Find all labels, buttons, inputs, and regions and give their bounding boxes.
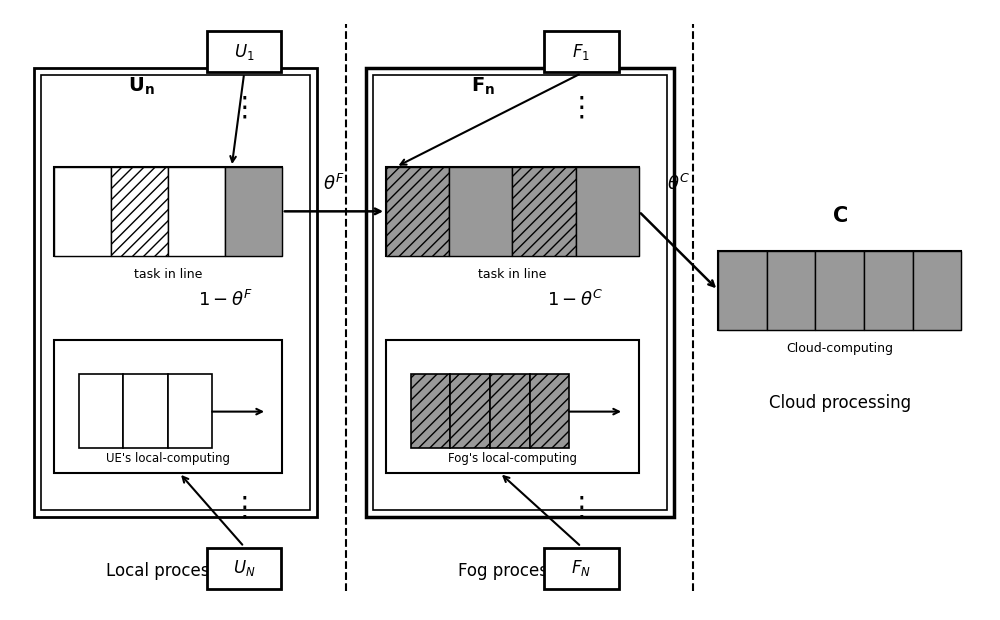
Bar — [512, 167, 576, 255]
Text: Fog processing: Fog processing — [458, 562, 582, 580]
Text: $\mathbf{C}$: $\mathbf{C}$ — [832, 206, 848, 226]
Bar — [544, 547, 619, 589]
Text: Local processing: Local processing — [106, 562, 244, 580]
Bar — [123, 374, 168, 448]
Text: Cloud processing: Cloud processing — [769, 394, 911, 412]
Text: $\mathbf{F_n}$: $\mathbf{F_n}$ — [471, 76, 495, 97]
Bar — [386, 167, 449, 255]
Text: task in line: task in line — [134, 268, 202, 281]
Bar — [79, 374, 123, 448]
Bar — [815, 251, 864, 330]
Bar — [207, 547, 281, 589]
Text: Fog's local-computing: Fog's local-computing — [448, 452, 577, 465]
Text: $F_N$: $F_N$ — [571, 559, 591, 578]
Text: $\theta^F$: $\theta^F$ — [323, 174, 345, 193]
Text: $U_N$: $U_N$ — [233, 559, 255, 578]
Bar — [366, 68, 674, 517]
Text: ⋮: ⋮ — [567, 494, 595, 521]
Text: task in line: task in line — [478, 268, 547, 281]
Text: $1-\theta^C$: $1-\theta^C$ — [547, 290, 604, 310]
Text: $\mathbf{U_n}$: $\mathbf{U_n}$ — [128, 76, 155, 97]
Bar — [386, 340, 639, 473]
Bar — [34, 68, 317, 517]
Bar — [490, 374, 530, 448]
Bar — [207, 31, 281, 73]
Text: $F_1$: $F_1$ — [572, 42, 590, 61]
Bar — [111, 167, 168, 255]
Bar — [225, 167, 282, 255]
Text: $1-\theta^F$: $1-\theta^F$ — [198, 290, 254, 310]
Text: $U_1$: $U_1$ — [234, 42, 254, 61]
Bar — [168, 167, 225, 255]
Text: ⋮: ⋮ — [230, 94, 258, 122]
Text: UE's local-computing: UE's local-computing — [106, 452, 230, 465]
Bar — [168, 374, 212, 448]
Text: ⋮: ⋮ — [567, 94, 595, 122]
Bar — [576, 167, 639, 255]
Bar — [41, 75, 310, 510]
Bar — [767, 251, 815, 330]
Bar — [450, 374, 490, 448]
Bar — [864, 251, 913, 330]
Bar — [449, 167, 512, 255]
Bar — [54, 340, 282, 473]
Bar — [718, 251, 961, 330]
Bar — [386, 167, 639, 255]
Bar — [530, 374, 569, 448]
Text: Cloud-computing: Cloud-computing — [786, 342, 893, 355]
Bar — [411, 374, 450, 448]
Bar — [373, 75, 667, 510]
Bar — [718, 251, 767, 330]
Text: ⋮: ⋮ — [230, 494, 258, 521]
Bar — [913, 251, 961, 330]
Bar — [544, 31, 619, 73]
Text: $\theta^C$: $\theta^C$ — [667, 174, 690, 193]
Bar — [54, 167, 282, 255]
Bar — [54, 167, 111, 255]
